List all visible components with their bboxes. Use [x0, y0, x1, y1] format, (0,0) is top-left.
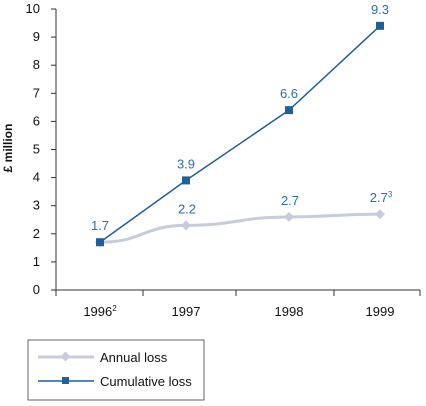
x-tick-label: 1998: [275, 304, 304, 319]
data-label-annual: 2.2: [178, 201, 196, 216]
data-label-cumulative: 9.3: [371, 2, 389, 17]
y-tick-label: 7: [33, 85, 40, 100]
x-tick-label: 19962: [83, 304, 117, 319]
data-point-annual: [375, 209, 385, 220]
legend-marker-cumulative: [62, 377, 69, 384]
series-line-annual: [99, 212, 381, 244]
data-label-cumulative: 3.9: [177, 156, 195, 171]
x-tick-label: 1999: [366, 304, 395, 319]
data-point-annual: [284, 211, 294, 222]
y-tick-label: 10: [26, 1, 40, 16]
x-tick-labels: 19962 1997 1998 1999: [83, 304, 394, 319]
y-tick-label: 1: [33, 254, 40, 269]
axes: [51, 8, 421, 296]
y-tick-label: 6: [33, 113, 40, 128]
series-line-cumulative: [99, 25, 381, 243]
y-tick-label: 0: [33, 282, 40, 297]
legend-label-annual: Annual loss: [100, 350, 168, 365]
data-point-cumulative: [96, 238, 104, 247]
legend-label-cumulative: Cumulative loss: [100, 374, 192, 389]
series-lines: [99, 25, 381, 244]
y-tick-label: 4: [33, 170, 40, 185]
data-label-cumulative: 6.6: [280, 86, 298, 101]
data-point-annual: [181, 220, 191, 231]
legend: Annual loss Cumulative loss: [27, 339, 205, 401]
y-tick-label: 3: [33, 198, 40, 213]
legend-box: [27, 339, 205, 401]
data-label-annual: 2.73: [370, 190, 393, 205]
y-tick-label: 2: [33, 226, 40, 241]
x-tick-label: 1997: [172, 304, 201, 319]
legend-item-cumulative: Cumulative loss: [38, 374, 192, 389]
data-label-cumulative: 1.7: [91, 218, 109, 233]
data-point-cumulative: [376, 21, 384, 30]
legend-item-annual: Annual loss: [38, 350, 168, 365]
y-axis-label: £ million: [1, 124, 15, 173]
y-tick-labels: 0 1 2 3 4 5 6 7 8 9 10: [26, 1, 40, 297]
data-labels: 2.2 2.7 2.73 1.7 3.9 6.6 9.3: [91, 2, 393, 233]
data-point-cumulative: [285, 106, 293, 115]
y-tick-label: 5: [33, 142, 40, 157]
data-label-annual: 2.7: [281, 193, 299, 208]
y-tick-label: 9: [33, 29, 40, 44]
data-point-cumulative: [182, 176, 190, 185]
y-tick-label: 8: [33, 57, 40, 72]
series-markers: [95, 21, 385, 248]
